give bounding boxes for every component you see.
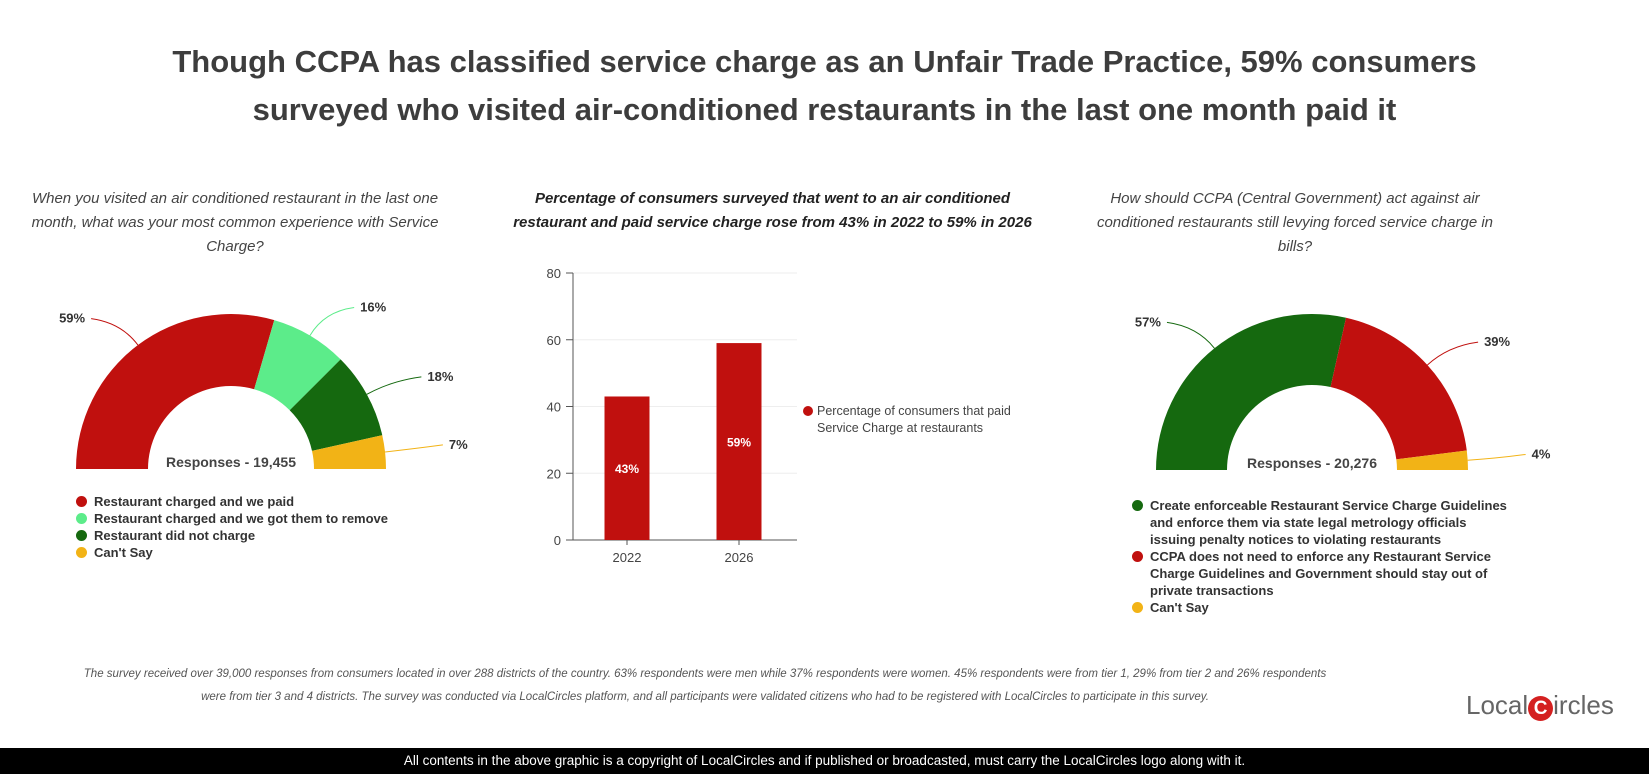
label-leader-line <box>1467 453 1526 461</box>
label-leader-line <box>1166 321 1215 349</box>
legend-dot-icon <box>76 496 87 507</box>
legend-item: Restaurant charged and we paid <box>76 493 456 510</box>
bar-data-label: 59% <box>727 436 751 450</box>
footnote: The survey received over 39,000 response… <box>83 668 1327 703</box>
right-chart-question: How should CCPA (Central Government) act… <box>1096 190 1494 255</box>
label-leader-line <box>366 376 422 395</box>
responses-count: Responses - 20,276 <box>1247 455 1377 471</box>
data-label: 16% <box>360 299 386 314</box>
donut-segment <box>76 314 275 469</box>
legend-dot-icon <box>76 513 87 524</box>
legend-item: Can't Say <box>76 544 456 561</box>
legend-label: Restaurant charged and we got them to re… <box>94 511 389 526</box>
data-label: 4% <box>1532 446 1551 461</box>
label-leader-line <box>385 444 443 453</box>
x-tick-label: 2026 <box>725 550 754 565</box>
legend-item: Can't Say <box>1132 599 1512 616</box>
label-leader-line <box>1427 341 1479 366</box>
legend-label: Restaurant charged and we paid <box>94 494 295 509</box>
left-chart-question: When you visited an air conditioned rest… <box>31 190 439 255</box>
donut-segment <box>1156 313 1347 470</box>
bar-chart-title: Percentage of consumers surveyed that we… <box>513 190 1032 231</box>
donut-segment <box>289 359 383 451</box>
page-title: Though CCPA has classified service charg… <box>172 44 1477 127</box>
legend-dot-icon <box>1132 551 1143 562</box>
y-tick-label: 60 <box>547 333 561 348</box>
donut-segment <box>1330 317 1467 460</box>
label-leader-line <box>309 306 355 336</box>
legend-item: CCPA does not need to enforce any Restau… <box>1132 548 1512 599</box>
legend-label: Can't Say <box>94 545 153 560</box>
bar-data-label: 43% <box>615 462 639 476</box>
legend-dot-icon <box>76 530 87 541</box>
y-tick-label: 80 <box>547 266 561 281</box>
x-tick-label: 2022 <box>613 550 642 565</box>
data-label: 57% <box>1135 314 1161 329</box>
data-label: 7% <box>449 437 468 452</box>
copyright-bar: All contents in the above graphic is a c… <box>0 748 1649 774</box>
y-tick-label: 0 <box>554 533 561 548</box>
legend-label: CCPA does not need to enforce any Restau… <box>1150 549 1491 598</box>
bar-legend-label: Percentage of consumers that paid Service… <box>817 404 1011 435</box>
legend-item: Create enforceable Restaurant Service Ch… <box>1132 497 1512 548</box>
legend-dot-icon <box>76 547 87 558</box>
legend-label: Can't Say <box>1150 600 1209 615</box>
left-chart-legend: Restaurant charged and we paid Restaurant… <box>76 493 456 561</box>
bar <box>604 396 650 540</box>
donut-segment <box>1396 450 1468 470</box>
legend-item: Restaurant charged and we got them to re… <box>76 510 456 527</box>
data-label: 39% <box>1484 334 1510 349</box>
responses-count: Responses - 19,455 <box>166 454 296 470</box>
legend-dot-icon <box>1132 602 1143 613</box>
charts-canvas: 59% 16% 18% 7% Responses - 19,455 57% 39% 4% Res… <box>59 266 1551 565</box>
legend-dot-icon <box>803 406 813 416</box>
right-chart-legend: Create enforceable Restaurant Service Ch… <box>1132 497 1512 616</box>
legend-item: Restaurant did not charge <box>76 527 456 544</box>
label-leader-line <box>91 318 139 346</box>
y-tick-label: 40 <box>547 400 561 415</box>
donut-segment <box>254 320 341 411</box>
legend-label: Create enforceable Restaurant Service Ch… <box>1150 498 1507 547</box>
donut-segment <box>312 435 386 469</box>
data-label: 18% <box>427 369 453 384</box>
legend-label: Restaurant did not charge <box>94 528 256 543</box>
bar <box>716 343 762 540</box>
y-tick-label: 20 <box>547 466 561 481</box>
legend-dot-icon <box>1132 500 1143 511</box>
data-label: 59% <box>59 311 85 326</box>
